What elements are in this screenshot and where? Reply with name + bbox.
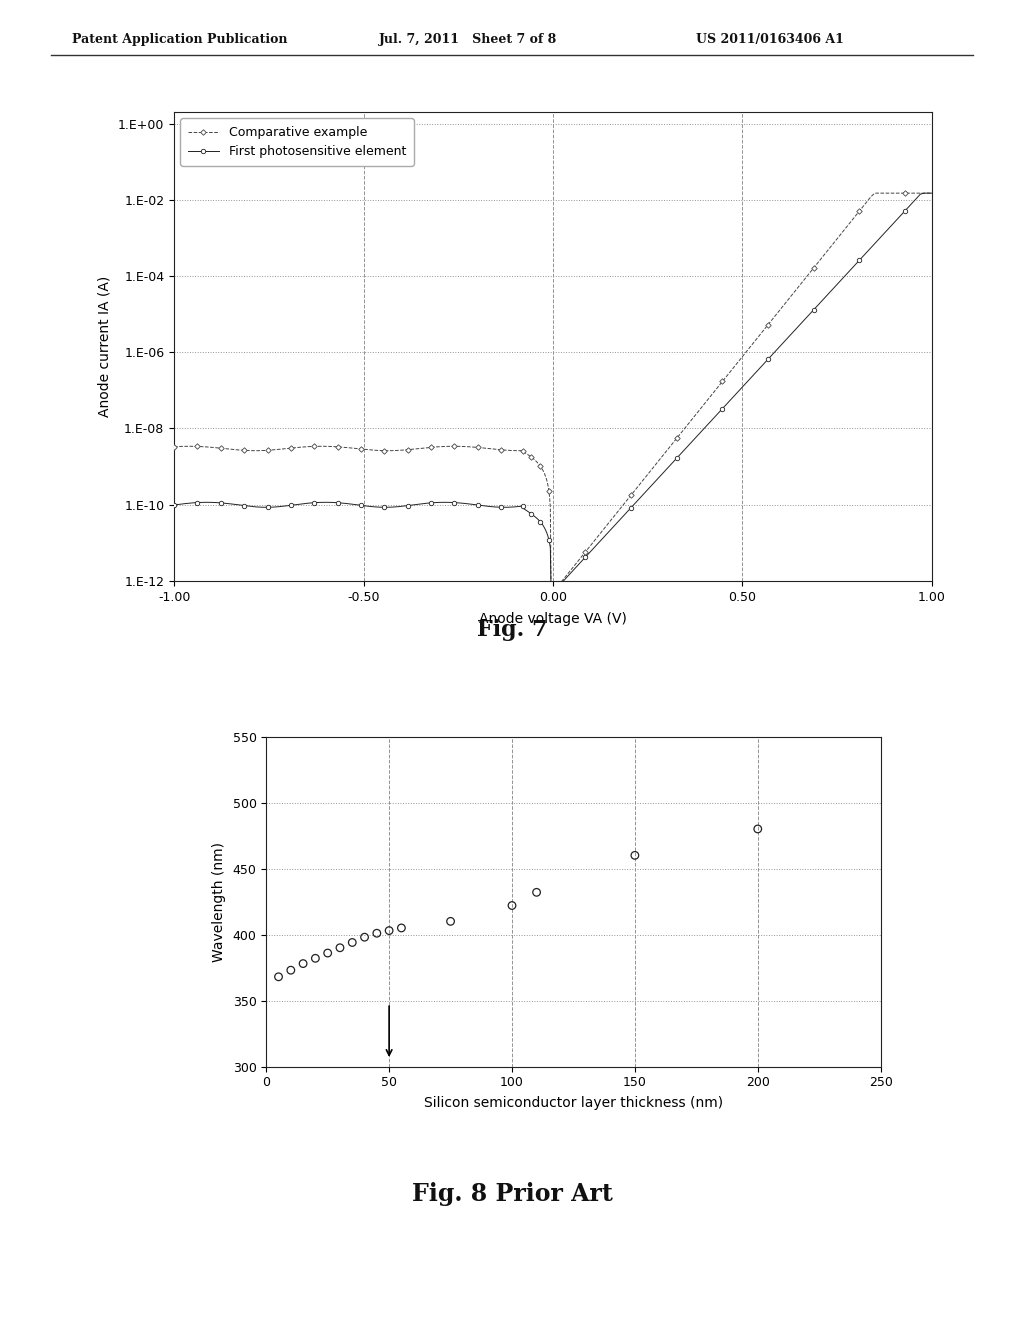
Line: Comparative example: Comparative example xyxy=(172,191,934,594)
Point xyxy=(295,953,311,974)
Line: First photosensitive element: First photosensitive element xyxy=(172,191,934,594)
Point xyxy=(332,937,348,958)
First photosensitive element xyxy=(587,541,599,557)
Text: Patent Application Publication: Patent Application Publication xyxy=(72,33,287,46)
Comparative example xyxy=(587,535,599,550)
Comparative example xyxy=(257,442,269,458)
Point xyxy=(393,917,410,939)
Y-axis label: Anode current IA (A): Anode current IA (A) xyxy=(97,276,111,417)
Text: Fig. 8 Prior Art: Fig. 8 Prior Art xyxy=(412,1183,612,1206)
Point xyxy=(356,927,373,948)
Comparative example xyxy=(781,293,794,309)
First photosensitive element xyxy=(926,185,938,201)
First photosensitive element xyxy=(168,498,180,513)
First photosensitive element xyxy=(571,557,584,573)
First photosensitive element xyxy=(257,499,269,515)
First photosensitive element xyxy=(489,499,502,515)
Comparative example xyxy=(545,583,557,599)
Text: Jul. 7, 2011   Sheet 7 of 8: Jul. 7, 2011 Sheet 7 of 8 xyxy=(379,33,557,46)
First photosensitive element xyxy=(545,583,557,599)
Y-axis label: Wavelength (nm): Wavelength (nm) xyxy=(212,842,225,961)
First photosensitive element xyxy=(713,405,725,421)
First photosensitive element xyxy=(781,330,794,346)
Comparative example xyxy=(489,441,502,457)
Point xyxy=(283,960,299,981)
Point xyxy=(504,895,520,916)
Text: Fig. 7: Fig. 7 xyxy=(477,619,547,642)
Point xyxy=(381,920,397,941)
Comparative example xyxy=(713,379,725,395)
Point xyxy=(528,882,545,903)
Comparative example xyxy=(868,185,881,201)
Point xyxy=(442,911,459,932)
Point xyxy=(750,818,766,840)
First photosensitive element xyxy=(919,185,931,201)
Point xyxy=(307,948,324,969)
Point xyxy=(270,966,287,987)
Point xyxy=(627,845,643,866)
Legend: Comparative example, First photosensitive element: Comparative example, First photosensitiv… xyxy=(180,119,414,166)
X-axis label: Anode voltage VA (V): Anode voltage VA (V) xyxy=(479,612,627,626)
Point xyxy=(344,932,360,953)
Text: US 2011/0163406 A1: US 2011/0163406 A1 xyxy=(696,33,844,46)
Point xyxy=(319,942,336,964)
X-axis label: Silicon semiconductor layer thickness (nm): Silicon semiconductor layer thickness (n… xyxy=(424,1096,723,1110)
Comparative example xyxy=(926,185,938,201)
Comparative example xyxy=(571,553,584,569)
Point xyxy=(369,923,385,944)
Comparative example xyxy=(168,438,180,454)
